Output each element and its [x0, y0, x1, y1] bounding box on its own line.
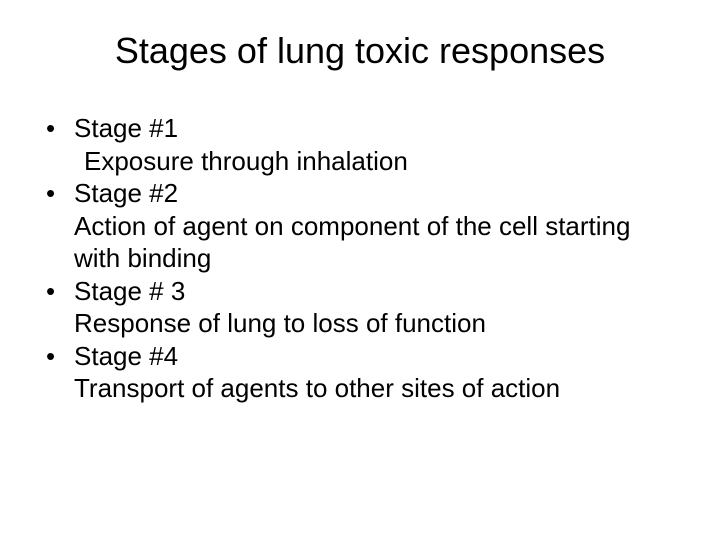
bullet-list: Stage #2	[40, 177, 680, 210]
bullet-detail: Response of lung to loss of function	[40, 307, 680, 340]
bullet-label: Stage # 3	[74, 276, 185, 306]
slide-title: Stages of lung toxic responses	[40, 30, 680, 72]
bullet-item: Stage # 3	[40, 275, 680, 308]
bullet-detail: Action of agent on component of the cell…	[40, 210, 680, 275]
bullet-list: Stage # 3	[40, 275, 680, 308]
bullet-label: Stage #1	[74, 113, 178, 143]
bullet-list: Stage #4	[40, 340, 680, 373]
bullet-item: Stage #2	[40, 177, 680, 210]
bullet-detail: Transport of agents to other sites of ac…	[40, 372, 680, 405]
bullet-detail: Exposure through inhalation	[40, 145, 680, 178]
bullet-list: Stage #1	[40, 112, 680, 145]
slide: Stages of lung toxic responses Stage #1 …	[0, 0, 720, 540]
bullet-item: Stage #4	[40, 340, 680, 373]
bullet-label: Stage #4	[74, 341, 178, 371]
bullet-item: Stage #1	[40, 112, 680, 145]
bullet-label: Stage #2	[74, 178, 178, 208]
